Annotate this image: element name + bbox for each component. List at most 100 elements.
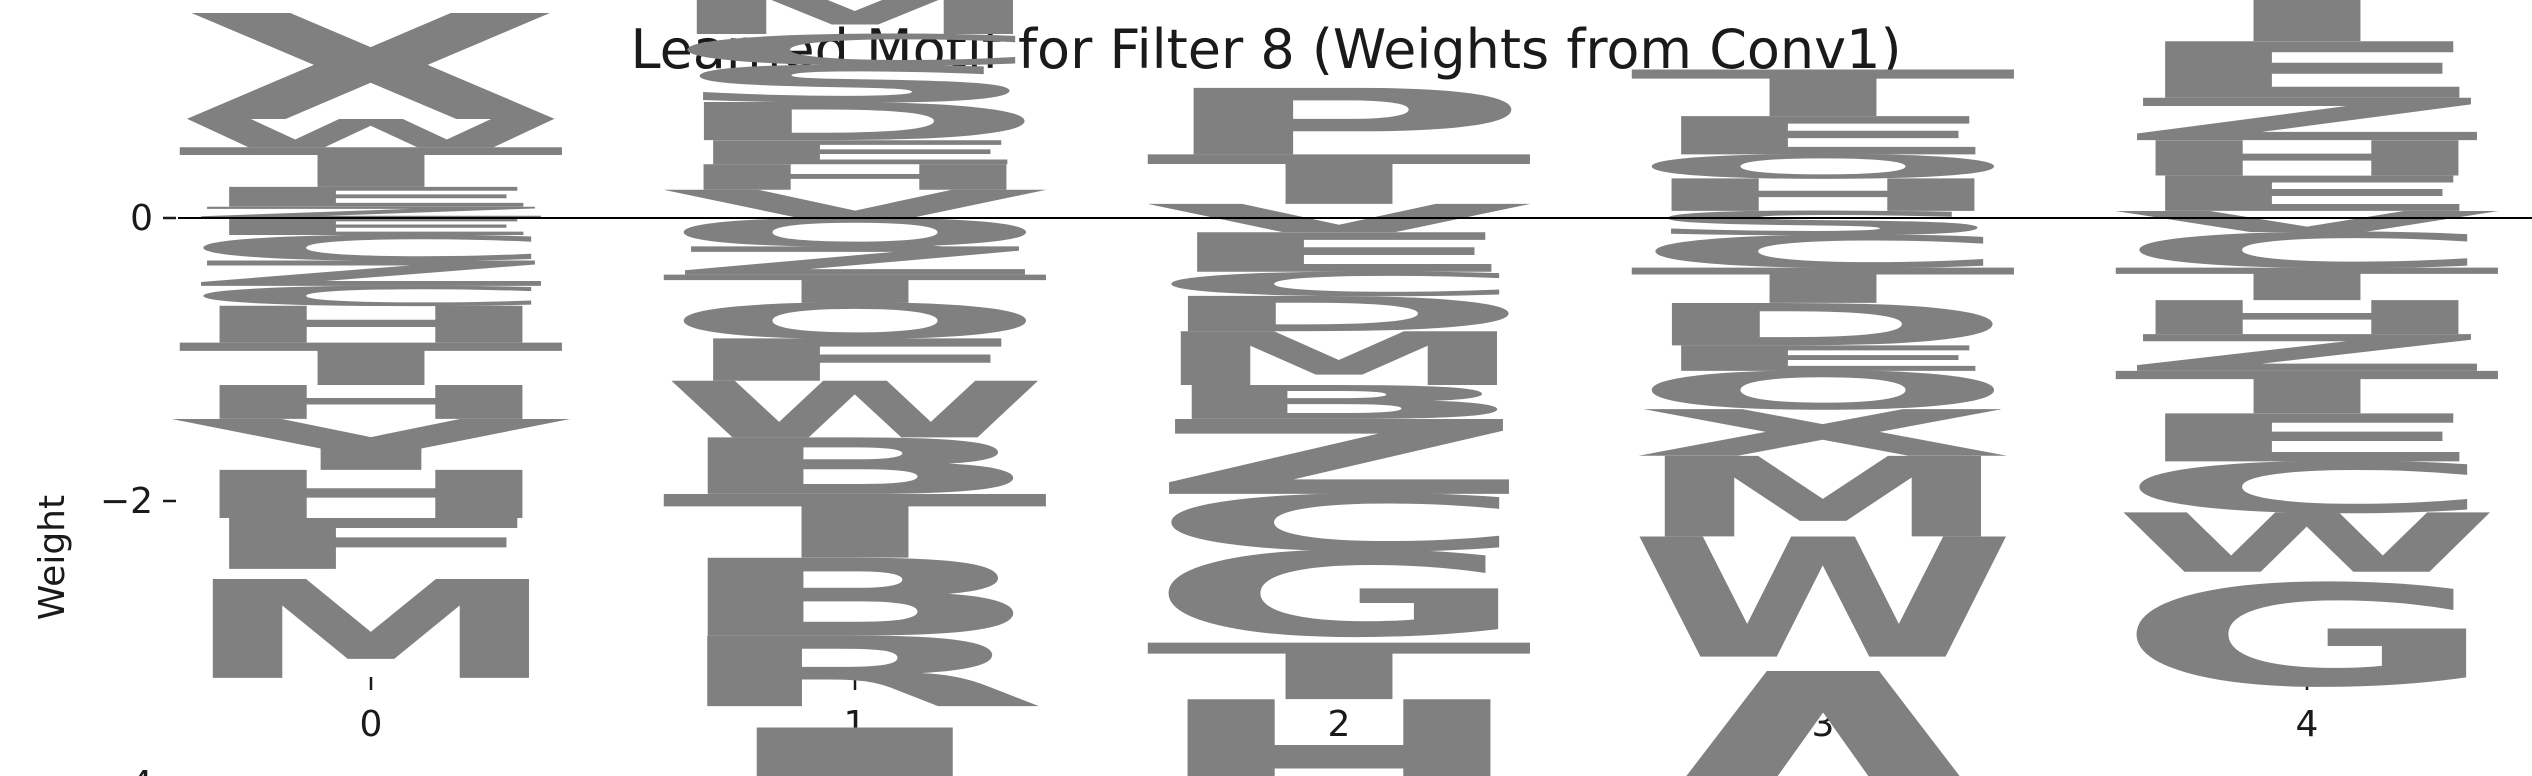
logo-glyph-m: M xyxy=(1629,434,2017,563)
logo-glyph-letter: W xyxy=(177,111,565,156)
logo-glyph-w: W xyxy=(177,111,565,156)
logo-glyph-letter: R xyxy=(661,616,1049,729)
logo-glyph-letter: H xyxy=(1145,667,1533,776)
logo-glyph-e: E xyxy=(1145,221,1533,284)
logo-glyph-b: B xyxy=(661,422,1049,512)
logo-glyph-s: S xyxy=(1629,204,2017,242)
logo-glyph-letter: D xyxy=(661,92,1049,153)
logo-glyph-z: Z xyxy=(1145,399,1533,518)
logo-glyph-letter: M xyxy=(661,0,1049,50)
logo-glyph-letter: W xyxy=(661,365,1049,455)
logo-glyph-letter: Z xyxy=(2113,86,2501,154)
logo-glyph-x: X xyxy=(1629,397,2017,471)
logo-glyph-w: W xyxy=(2113,496,2501,591)
chart-title: Learned Motif for Filter 8 (Weights from… xyxy=(630,18,1902,81)
y-axis-label: Weight xyxy=(32,495,73,620)
logo-glyph-letter: T xyxy=(1145,627,1536,717)
logo-glyph-letter: T xyxy=(177,137,568,200)
logo-glyph-e: E xyxy=(2113,166,2501,222)
logo-glyph-x: X xyxy=(177,0,565,153)
logo-glyph-letter: M xyxy=(1629,434,2017,563)
logo-glyph-letter: B xyxy=(661,422,1049,512)
logo-glyph-letter: M xyxy=(1145,317,1533,403)
logo-glyph-letter: E xyxy=(2113,166,2501,222)
logo-glyph-letter: C xyxy=(1145,265,1533,303)
logo-glyph-h: H xyxy=(177,457,565,534)
logo-glyph-letter: E xyxy=(2113,400,2501,477)
logo-glyph-letter: O xyxy=(1629,361,2017,422)
logo-glyph-v: V xyxy=(2113,205,2505,239)
logo-glyph-b: B xyxy=(661,537,1049,661)
logo-glyph-g: G xyxy=(2113,555,2501,718)
y-tick-label: −2 xyxy=(100,481,153,522)
x-tick-label: 0 xyxy=(360,704,383,745)
logo-glyph-letter: C xyxy=(1629,226,2017,278)
logo-glyph-letter: Z xyxy=(2113,324,2501,383)
logo-glyph-letter: F xyxy=(661,327,1049,395)
logo-glyph-w: W xyxy=(1629,504,2017,696)
logo-glyph-c: C xyxy=(177,228,565,269)
logo-glyph-letter: G xyxy=(1145,528,1533,663)
logo-glyph-h: H xyxy=(2113,291,2501,345)
logo-glyph-z: Z xyxy=(661,239,1049,284)
x-tick-label: 3 xyxy=(1812,704,1835,745)
logo-glyph-t: T xyxy=(2113,359,2504,427)
logo-glyph-t: T xyxy=(661,267,1052,312)
logo-glyph-letter: E xyxy=(177,182,565,214)
logo-glyph-t: T xyxy=(1629,258,2020,314)
logo-glyph-letter: G xyxy=(2113,555,2501,718)
logo-glyph-t: T xyxy=(2113,259,2504,311)
logo-glyph-letter: Z xyxy=(661,239,1049,284)
logo-glyph-letter: H xyxy=(177,296,565,355)
logo-glyph-letter: X xyxy=(177,0,565,153)
logo-glyph-t: T xyxy=(177,137,568,200)
logo-glyph-letter: C xyxy=(2113,223,2501,279)
logo-glyph-letter: W xyxy=(2113,496,2501,591)
logo-glyph-letter: H xyxy=(2113,291,2501,345)
logo-glyph-z: Z xyxy=(177,253,565,294)
x-tick-label: 1 xyxy=(844,704,867,745)
logo-glyph-letter: H xyxy=(177,457,565,534)
logo-glyph-letter: Z xyxy=(1145,399,1533,518)
logo-glyph-letter: E xyxy=(1629,338,2017,379)
logo-glyph-s: S xyxy=(661,55,1049,114)
logo-glyph-letter: T xyxy=(2113,359,2504,427)
logo-glyph-v: V xyxy=(661,182,1053,227)
logo-glyph-letter: X xyxy=(1629,397,2017,471)
logo-glyph-letter: E xyxy=(661,134,1049,172)
logo-glyph-letter: T xyxy=(661,477,1052,579)
logo-glyph-c: C xyxy=(2113,448,2501,529)
logo-glyph-m: M xyxy=(661,0,1049,50)
logo-glyph-letter: B xyxy=(1145,376,1533,430)
logo-glyph-z: Z xyxy=(2113,324,2501,383)
logo-glyph-letter: T xyxy=(2113,0,2504,59)
logo-glyph-letter: D xyxy=(1145,286,1533,342)
logo-glyph-z: Z xyxy=(2113,86,2501,154)
logo-glyph-letter: T xyxy=(1629,57,2020,131)
logo-glyph-letter: C xyxy=(177,228,565,269)
logo-glyph-letter: V xyxy=(661,182,1053,227)
logo-glyph-h: H xyxy=(1145,667,1533,776)
logo-glyph-letter: A xyxy=(1629,624,2021,776)
logo-glyph-letter: Z xyxy=(177,253,565,294)
logo-glyph-letter: C xyxy=(2113,448,2501,529)
logo-glyph-g: G xyxy=(1145,528,1533,663)
logo-glyph-c: C xyxy=(177,281,565,313)
logo-glyph-letter: H xyxy=(177,376,565,430)
logo-glyph-letter: S xyxy=(661,55,1049,114)
logo-glyph-letter: W xyxy=(1629,504,2017,696)
logo-glyph-e: E xyxy=(1629,338,2017,379)
logo-glyph-t: T xyxy=(2113,0,2504,59)
logo-glyph-c: C xyxy=(1145,265,1533,303)
logo-glyph-f: F xyxy=(661,327,1049,395)
logo-glyph-h: H xyxy=(177,296,565,355)
logo-glyph-letter: C xyxy=(661,26,1049,76)
logo-glyph-t: T xyxy=(661,477,1052,579)
logo-glyph-letter: T xyxy=(177,331,568,399)
logo-glyph-letter: T xyxy=(1629,258,2020,314)
logo-glyph-letter: B xyxy=(661,537,1049,661)
logo-glyph-letter: M xyxy=(177,552,565,710)
logo-glyph-letter: O xyxy=(1629,148,2017,186)
logo-glyph-letter: V xyxy=(2113,205,2505,239)
